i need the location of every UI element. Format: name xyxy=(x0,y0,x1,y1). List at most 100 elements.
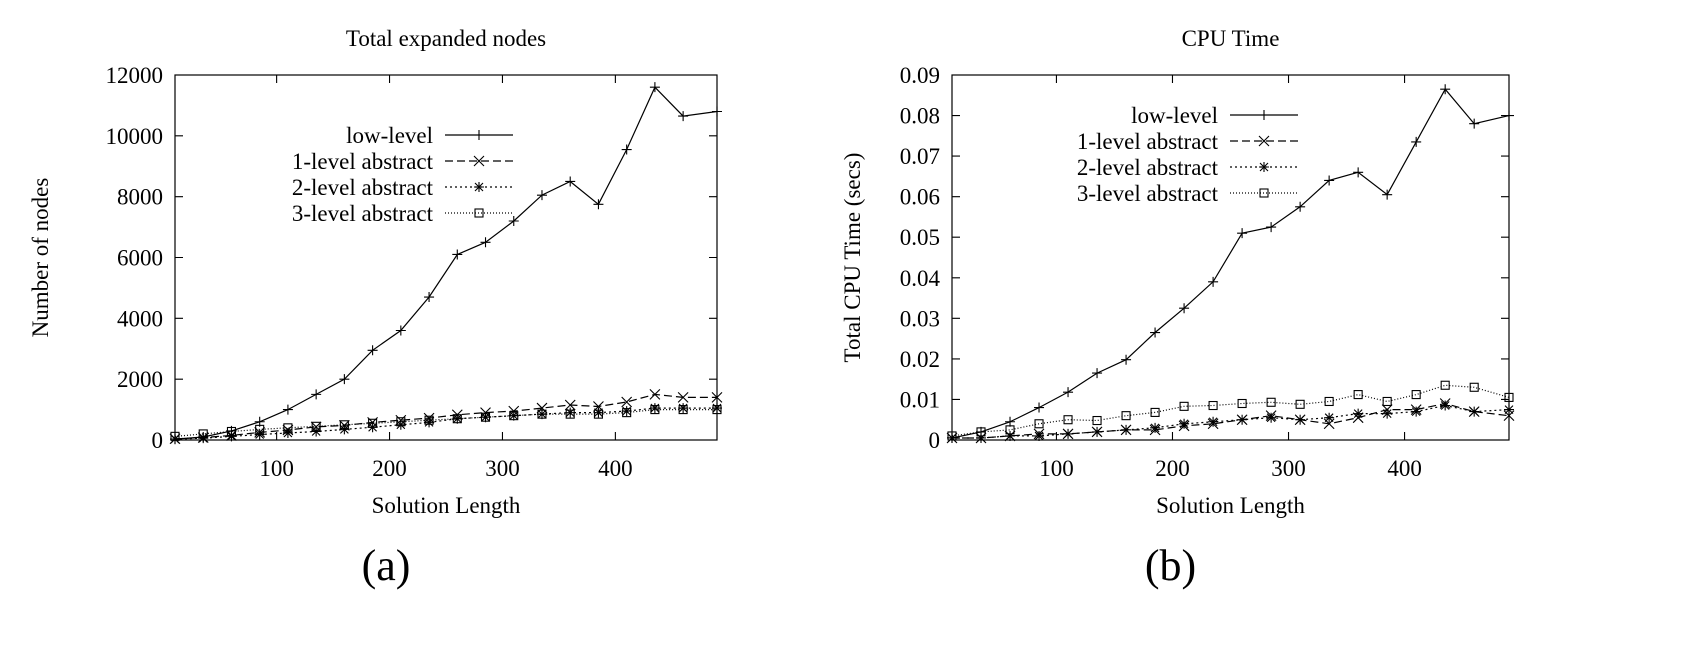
data-point xyxy=(1295,399,1305,409)
data-point xyxy=(650,405,660,415)
data-point xyxy=(1121,354,1132,365)
y-axis-label: Number of nodes xyxy=(28,178,53,338)
data-point xyxy=(480,412,491,423)
series-1-level-abstract xyxy=(169,388,723,445)
data-point xyxy=(1469,382,1479,392)
data-point xyxy=(712,403,722,414)
data-point xyxy=(1411,406,1422,417)
data-point xyxy=(1063,428,1074,439)
legend-marker xyxy=(474,130,484,140)
data-point xyxy=(1382,189,1393,200)
y-axis-label: Total CPU Time (secs) xyxy=(840,153,865,363)
data-point xyxy=(1504,404,1514,415)
legend-marker xyxy=(473,155,485,167)
x-tick-label: 400 xyxy=(1387,456,1422,481)
data-point xyxy=(339,420,349,430)
y-tick-label: 8000 xyxy=(117,185,163,210)
data-point xyxy=(976,432,987,443)
y-tick-label: 10000 xyxy=(106,124,164,149)
y-tick-label: 6000 xyxy=(117,246,163,271)
data-point xyxy=(395,325,406,336)
y-tick-label: 0.05 xyxy=(900,225,940,250)
data-point xyxy=(1411,390,1421,400)
data-point xyxy=(1295,414,1306,425)
data-point xyxy=(1179,401,1189,411)
data-point xyxy=(311,421,321,431)
data-point xyxy=(1092,426,1103,437)
data-point xyxy=(1150,327,1161,338)
series-line xyxy=(174,409,717,437)
data-point xyxy=(947,431,957,441)
data-point xyxy=(1092,368,1103,379)
x-tick-label: 100 xyxy=(259,456,294,481)
y-tick-label: 0.04 xyxy=(900,266,941,291)
x-tick-label: 100 xyxy=(1039,456,1074,481)
data-point xyxy=(395,419,406,430)
data-point xyxy=(1469,406,1480,417)
data-point xyxy=(565,176,576,187)
x-axis-label: Solution Length xyxy=(372,493,521,518)
data-point xyxy=(1324,396,1334,407)
series-low-level xyxy=(947,84,1514,443)
data-point xyxy=(1440,84,1451,95)
data-point xyxy=(1504,392,1514,402)
series-2-level-abstract xyxy=(947,400,1514,443)
data-point xyxy=(649,403,660,414)
data-point xyxy=(1034,430,1045,441)
data-point xyxy=(621,396,633,408)
data-point xyxy=(226,431,237,442)
y-tick-label: 0.06 xyxy=(900,185,940,210)
data-point xyxy=(424,415,434,425)
data-point xyxy=(396,417,406,427)
data-point xyxy=(1121,411,1131,421)
data-point xyxy=(621,406,632,417)
data-point xyxy=(1266,222,1277,233)
legend-label: 3-level abstract xyxy=(292,201,434,226)
series-line xyxy=(952,402,1510,439)
legend-marker xyxy=(1258,135,1270,147)
x-tick-label: 300 xyxy=(1271,456,1306,481)
data-point xyxy=(1237,228,1248,239)
data-point xyxy=(424,417,435,428)
data-point xyxy=(1034,402,1045,413)
data-point xyxy=(254,429,265,440)
legend-marker xyxy=(1259,188,1269,198)
data-point xyxy=(678,403,689,414)
data-point xyxy=(509,411,519,421)
data-point xyxy=(593,409,603,419)
data-point xyxy=(593,407,604,418)
data-point xyxy=(712,405,722,415)
data-point xyxy=(1266,397,1276,407)
y-tick-label: 2000 xyxy=(117,367,163,392)
data-point xyxy=(1208,400,1218,411)
data-point xyxy=(1504,110,1514,121)
data-point xyxy=(424,292,435,303)
data-point xyxy=(1440,400,1451,411)
x-tick-label: 200 xyxy=(1155,456,1190,481)
data-point xyxy=(1411,136,1422,147)
chart-a-total-expanded-nodes: 0 2000 4000 6000 8000 10000 12000 100 200 300 400 T… xyxy=(28,26,723,590)
data-point xyxy=(339,374,350,385)
data-point xyxy=(226,426,237,437)
data-point xyxy=(649,388,661,400)
data-point xyxy=(1324,175,1335,186)
data-point xyxy=(1063,387,1074,398)
legend-label: 2-level abstract xyxy=(292,175,434,200)
legend-marker xyxy=(474,182,484,192)
data-point xyxy=(712,106,722,117)
data-point xyxy=(1208,416,1219,427)
data-point xyxy=(711,392,723,403)
data-point xyxy=(1063,415,1073,425)
y-tick-label: 0.09 xyxy=(900,63,940,88)
figure-caption: (b) xyxy=(1145,541,1196,590)
data-point xyxy=(452,249,463,260)
data-point xyxy=(1237,414,1248,425)
data-point xyxy=(678,405,688,415)
data-point xyxy=(368,418,378,428)
y-tick-label: 0 xyxy=(152,428,164,453)
data-point xyxy=(947,432,957,443)
legend-marker xyxy=(1259,162,1269,172)
chart-title: CPU Time xyxy=(1182,26,1280,51)
data-point xyxy=(1382,396,1392,407)
